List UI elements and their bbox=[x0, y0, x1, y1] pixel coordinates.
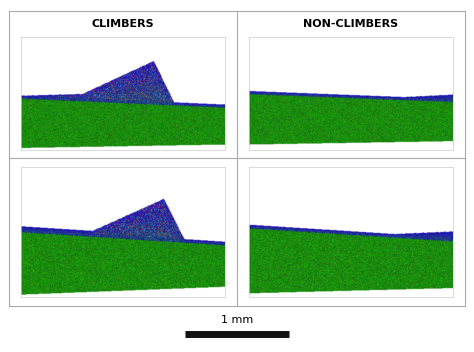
Text: CLIMBERS: CLIMBERS bbox=[92, 19, 155, 30]
Text: NON-CLIMBERS: NON-CLIMBERS bbox=[303, 19, 398, 30]
Text: 1 mm: 1 mm bbox=[221, 315, 253, 325]
